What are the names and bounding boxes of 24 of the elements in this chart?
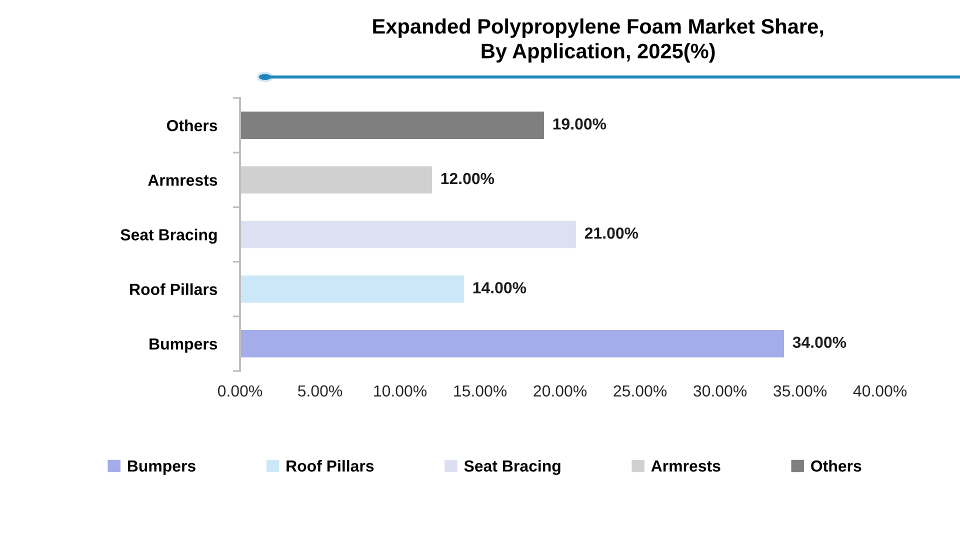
y-tick-label: Seat Bracing xyxy=(120,228,217,244)
legend-label: Roof Pillars xyxy=(286,460,374,472)
legend-label: Seat Bracing xyxy=(464,460,560,475)
x-tick-label: 10.00% xyxy=(374,385,427,397)
legend-label: Armrests xyxy=(651,460,720,472)
y-tick-label: Others xyxy=(166,120,218,132)
x-tick-label: 30.00% xyxy=(694,385,747,397)
x-tick-label: 15.00% xyxy=(454,385,507,397)
chart-title: Expanded Polypropylene Foam Market Share, By Application, 2025(%) xyxy=(373,18,824,63)
x-tick-label: 20.00% xyxy=(534,385,587,397)
data-label: 12.00% xyxy=(441,172,494,184)
x-tick-label: 25.00% xyxy=(614,385,667,397)
data-label: 14.00% xyxy=(473,282,526,294)
x-tick-label: 5.00% xyxy=(298,385,342,397)
y-tick-label: Bumpers xyxy=(150,338,218,353)
y-tick-label: Roof Pillars xyxy=(130,283,218,296)
legend-label: Others xyxy=(811,460,862,472)
data-label: 21.00% xyxy=(584,227,638,239)
y-tick-label: Armrests xyxy=(148,174,218,186)
x-tick-label: 40.00% xyxy=(853,385,907,397)
data-label: 34.00% xyxy=(792,336,846,348)
x-tick-label: 35.00% xyxy=(774,385,827,397)
data-label: 19.00% xyxy=(553,118,606,130)
x-tick-label: 0.00% xyxy=(218,385,262,397)
